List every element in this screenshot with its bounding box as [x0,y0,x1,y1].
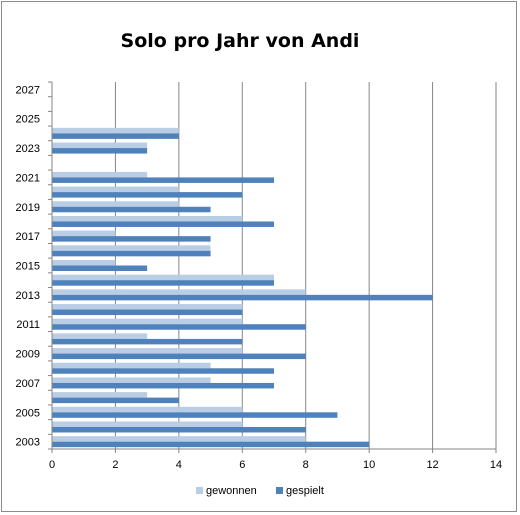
bar-gewonnen-2018 [52,215,243,222]
x-tick-label: 6 [239,459,245,471]
axes: 0 2 4 6 8 10 12 14 2003 2005 2007 2009 2011 2013 2015 2… [16,81,502,471]
x-tick-label: 12 [426,459,438,471]
bar-gewonnen-2011 [52,318,243,325]
bar-gespielt-2015 [52,265,148,271]
bar-gewonnen-2016 [52,245,211,251]
bar-gewonnen-2009 [52,348,243,354]
bar-gewonnen-2013 [52,289,306,295]
y-tick-label: 2007 [16,378,40,390]
bar-gewonnen-2004 [52,421,243,427]
bar-gespielt-2020 [52,192,243,198]
x-tick-label: 0 [49,459,55,471]
x-tick-label: 8 [303,459,309,471]
bar-gespielt-2008 [52,368,274,374]
y-tick-label: 2027 [16,84,40,96]
bar-gespielt-2005 [52,412,338,418]
y-tick-label: 2003 [16,437,40,449]
bar-gespielt-2014 [52,280,274,286]
bar-gewonnen-2007 [52,377,211,383]
legend-swatch-gewonnen [196,487,203,494]
y-tick-label: 2019 [16,202,40,214]
x-tick-label: 14 [490,459,502,471]
y-tick-label: 2023 [16,143,40,155]
bar-gewonnen-2021 [52,171,148,178]
bar-gespielt-2009 [52,353,306,360]
legend: gewonnen gespielt [196,485,324,497]
bar-gespielt-2018 [52,221,274,227]
y-tick-label: 2009 [16,349,40,361]
bar-gespielt-2016 [52,250,211,257]
bar-gewonnen-2015 [52,260,116,266]
bar-gespielt-2013 [52,294,433,301]
bar-gewonnen-2005 [52,406,243,413]
legend-label-gespielt: gespielt [286,485,324,497]
bar-gewonnen-2003 [52,436,306,442]
x-tick-label: 2 [112,459,118,471]
bars [52,127,433,448]
y-tick-label: 2013 [16,290,40,302]
bar-gewonnen-2020 [52,186,179,193]
bar-gespielt-2003 [52,441,370,448]
bar-gewonnen-2008 [52,362,211,369]
bar-gewonnen-2017 [52,230,116,237]
y-tick-label: 2005 [16,407,40,419]
bar-gespielt-2010 [52,338,243,345]
bar-gespielt-2023 [52,148,148,154]
chart-title: Solo pro Jahr von Andi [120,30,360,52]
y-tick-label: 2025 [16,114,40,126]
bar-gespielt-2017 [52,236,211,242]
x-tick-label: 10 [363,459,375,471]
bar-gewonnen-2010 [52,333,148,339]
bar-gespielt-2024 [52,133,179,139]
bar-gespielt-2007 [52,382,274,389]
y-tick-label: 2021 [16,172,40,184]
legend-label-gewonnen: gewonnen [206,485,257,497]
bar-gewonnen-2012 [52,304,243,310]
bar-gespielt-2006 [52,397,179,404]
bar-gewonnen-2024 [52,127,179,134]
x-tick-label: 4 [176,459,182,471]
y-tick-label: 2011 [16,319,40,331]
bar-gewonnen-2023 [52,142,148,149]
bar-gespielt-2012 [52,309,243,316]
bar-gespielt-2021 [52,177,274,183]
bar-gespielt-2004 [52,426,306,433]
legend-swatch-gespielt [276,487,283,494]
bar-gespielt-2019 [52,206,211,213]
bar-gespielt-2011 [52,324,306,330]
y-tick-label: 2015 [16,261,40,273]
bar-gewonnen-2019 [52,201,179,207]
bar-gewonnen-2014 [52,274,274,281]
bar-gewonnen-2006 [52,392,148,398]
y-tick-label: 2017 [16,231,40,243]
